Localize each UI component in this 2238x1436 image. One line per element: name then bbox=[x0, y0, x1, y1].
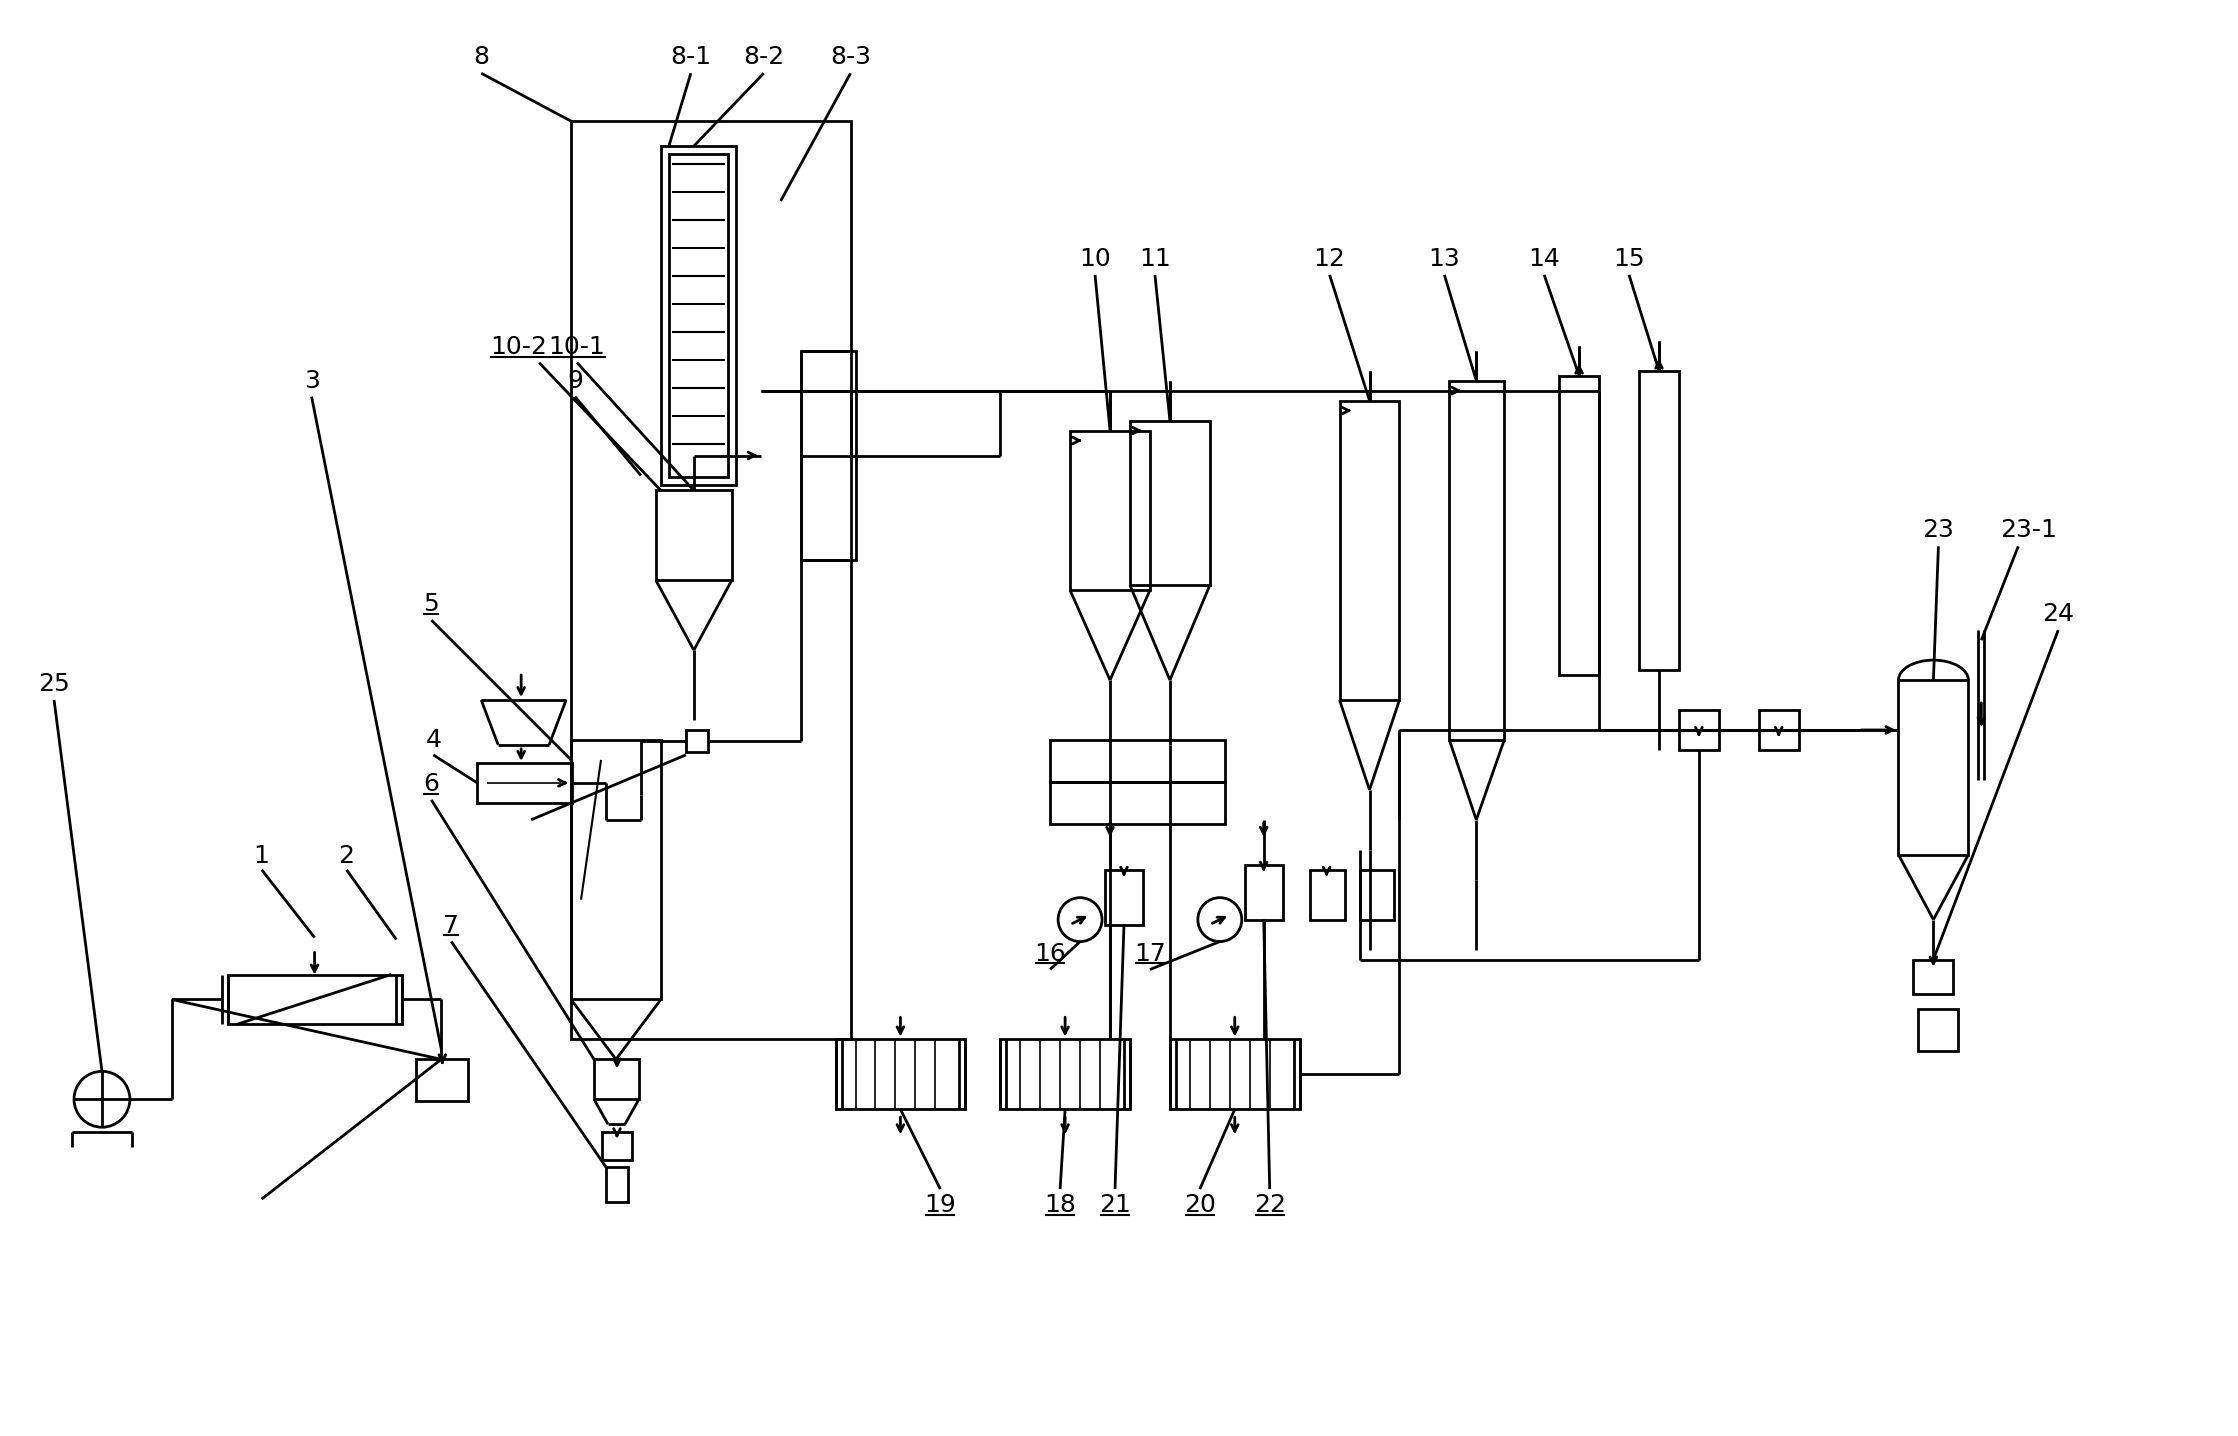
Text: 10-1: 10-1 bbox=[548, 335, 606, 359]
Text: 24: 24 bbox=[2043, 602, 2075, 626]
Bar bbox=[593, 1060, 638, 1100]
Bar bbox=[1450, 381, 1504, 740]
Text: 23-1: 23-1 bbox=[2001, 518, 2057, 543]
Bar bbox=[669, 154, 727, 477]
Bar bbox=[1244, 864, 1282, 919]
Text: 18: 18 bbox=[1045, 1193, 1076, 1218]
Bar bbox=[1560, 376, 1600, 675]
Text: 20: 20 bbox=[1184, 1193, 1215, 1218]
Text: 8: 8 bbox=[472, 46, 490, 69]
Text: 17: 17 bbox=[1135, 942, 1166, 965]
Text: 10: 10 bbox=[1079, 247, 1110, 271]
Text: 7: 7 bbox=[443, 913, 459, 938]
Bar bbox=[1918, 1010, 1958, 1051]
Text: 2: 2 bbox=[338, 844, 354, 867]
Text: 12: 12 bbox=[1314, 247, 1345, 271]
Text: 3: 3 bbox=[304, 369, 320, 392]
Text: 25: 25 bbox=[38, 672, 69, 696]
Text: 22: 22 bbox=[1253, 1193, 1285, 1218]
Bar bbox=[1358, 870, 1394, 919]
Bar bbox=[416, 1060, 468, 1101]
Bar bbox=[801, 350, 855, 560]
Bar bbox=[571, 121, 850, 1040]
Bar bbox=[1170, 1040, 1300, 1109]
Text: 5: 5 bbox=[423, 592, 439, 616]
Text: 14: 14 bbox=[1529, 247, 1560, 271]
Bar bbox=[606, 1167, 629, 1202]
Bar bbox=[1000, 1040, 1130, 1109]
Bar bbox=[1898, 681, 1969, 854]
Bar bbox=[656, 491, 732, 580]
Text: 11: 11 bbox=[1139, 247, 1170, 271]
Text: 10-2: 10-2 bbox=[490, 335, 548, 359]
Text: 16: 16 bbox=[1034, 942, 1065, 965]
Text: 6: 6 bbox=[423, 773, 439, 796]
Text: 4: 4 bbox=[425, 728, 441, 752]
Text: 19: 19 bbox=[924, 1193, 956, 1218]
Bar bbox=[1106, 870, 1144, 925]
Text: 8-3: 8-3 bbox=[830, 46, 871, 69]
Bar bbox=[228, 975, 403, 1024]
Bar bbox=[1309, 870, 1345, 919]
Bar bbox=[1638, 370, 1678, 671]
Bar bbox=[1678, 709, 1719, 750]
Bar bbox=[1913, 959, 1954, 995]
Text: 9: 9 bbox=[566, 369, 582, 392]
Text: 15: 15 bbox=[1614, 247, 1645, 271]
Text: 23: 23 bbox=[1922, 518, 1954, 543]
Bar bbox=[1341, 401, 1399, 699]
Bar bbox=[602, 1132, 631, 1160]
Text: 1: 1 bbox=[253, 844, 269, 867]
Bar bbox=[1070, 431, 1150, 590]
Text: 13: 13 bbox=[1428, 247, 1459, 271]
Bar bbox=[660, 146, 736, 485]
Text: 8-2: 8-2 bbox=[743, 46, 783, 69]
Text: 21: 21 bbox=[1099, 1193, 1130, 1218]
Bar bbox=[1759, 709, 1799, 750]
Bar bbox=[685, 729, 707, 752]
Text: 8-1: 8-1 bbox=[671, 46, 712, 69]
Bar bbox=[571, 740, 660, 999]
Bar bbox=[835, 1040, 965, 1109]
Bar bbox=[1050, 781, 1224, 824]
Bar bbox=[1050, 740, 1224, 781]
Bar bbox=[1130, 421, 1211, 586]
Bar bbox=[477, 763, 573, 803]
